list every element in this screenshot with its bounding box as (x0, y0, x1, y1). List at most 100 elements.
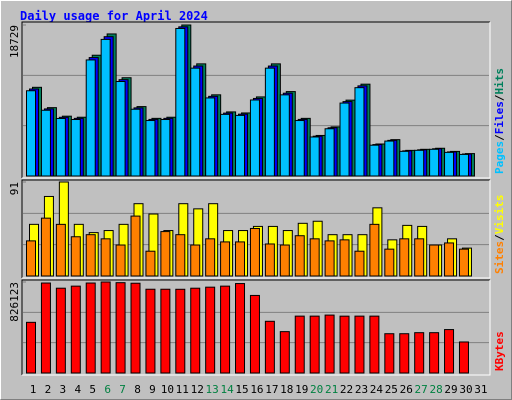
legend-entry: Visits (493, 195, 506, 235)
bar (384, 333, 395, 374)
bar (55, 223, 66, 277)
bar (85, 59, 96, 177)
x-tick-label: 14 (220, 383, 234, 396)
x-tick-label: 23 (355, 383, 368, 396)
x-tick-label: 26 (400, 383, 413, 396)
x-tick-label: 10 (161, 383, 174, 396)
bar (279, 244, 290, 277)
bar (160, 231, 171, 277)
bar (175, 234, 186, 277)
legend-entry: Pages (493, 141, 506, 174)
bar (26, 321, 36, 374)
bar (40, 109, 51, 177)
bar (70, 119, 81, 177)
bar (399, 150, 410, 177)
legend-separator: / (493, 134, 506, 141)
bar (309, 136, 320, 177)
panel-border-dark (21, 279, 490, 375)
x-tick-label: 16 (250, 383, 263, 396)
x-tick-label: 12 (191, 383, 204, 396)
panel-border-light (22, 22, 491, 179)
x-tick-label: 2 (45, 383, 52, 396)
bar (444, 329, 455, 374)
bar (220, 241, 231, 277)
x-tick-label: 15 (235, 383, 248, 396)
x-tick-label: 24 (370, 383, 384, 396)
y-tick-label: 18729 (8, 25, 21, 58)
x-tick-label: 3 (60, 383, 67, 396)
legend: KBytes (493, 331, 506, 371)
x-tick-label: 9 (149, 383, 156, 396)
bar (264, 243, 275, 277)
x-tick-label: 25 (385, 383, 398, 396)
bar (399, 238, 410, 277)
bar (205, 97, 216, 177)
x-tick-label: 5 (89, 383, 96, 396)
bar (354, 87, 365, 177)
bar (279, 331, 290, 374)
bar (339, 102, 350, 177)
x-tick-label: 8 (134, 383, 141, 396)
x-tick-label: 21 (325, 383, 338, 396)
legend-separator: / (493, 234, 506, 241)
bar (384, 248, 395, 277)
legend-entry: Sites (493, 241, 506, 274)
x-tick-label: 29 (444, 383, 457, 396)
bar (309, 238, 320, 277)
x-tick-label: 1 (30, 383, 37, 396)
bar (369, 144, 380, 177)
bar (458, 248, 469, 277)
bar (444, 151, 455, 177)
bar (324, 314, 335, 374)
bar (414, 332, 425, 374)
bar (160, 288, 171, 374)
x-tick-label: 18 (280, 383, 293, 396)
bar (115, 244, 126, 277)
bar (235, 283, 246, 374)
bar (309, 315, 320, 374)
bar (384, 140, 395, 177)
bar (294, 235, 305, 277)
x-tick-label: 6 (104, 383, 111, 396)
bar (294, 120, 305, 177)
bar (100, 238, 111, 277)
x-tick-label: 20 (310, 383, 323, 396)
legend: Pages/Files/Hits (493, 68, 506, 174)
bar (235, 241, 246, 277)
bar (190, 244, 201, 277)
x-tick-label: 13 (206, 383, 219, 396)
bar (369, 223, 380, 277)
bar (26, 240, 36, 277)
bar (249, 227, 260, 277)
bar (175, 27, 186, 177)
bar (115, 81, 126, 177)
bar (369, 315, 380, 374)
bar (40, 282, 51, 374)
bar (190, 287, 201, 374)
bar (264, 67, 275, 177)
bar (85, 234, 96, 277)
bar (235, 114, 246, 177)
chart-title: Daily usage for April 2024 (20, 9, 208, 23)
bar (26, 90, 36, 177)
x-tick-label: 27 (415, 383, 428, 396)
bar (220, 285, 231, 374)
panel-border-dark (21, 21, 490, 178)
x-tick-label: 11 (176, 383, 189, 396)
bar (324, 128, 335, 177)
bar (444, 242, 455, 277)
bar (429, 244, 440, 277)
bar (339, 315, 350, 374)
bar (70, 285, 81, 374)
x-tick-label: 17 (265, 383, 278, 396)
bar (294, 315, 305, 374)
bar (130, 215, 141, 277)
bar (354, 250, 365, 277)
bar (205, 238, 216, 277)
y-tick-label: 91 (8, 182, 21, 195)
bar (130, 282, 141, 374)
bar (249, 294, 260, 374)
x-tick-label: 31 (474, 383, 487, 396)
bar (100, 281, 111, 374)
x-tick-label: 22 (340, 383, 353, 396)
